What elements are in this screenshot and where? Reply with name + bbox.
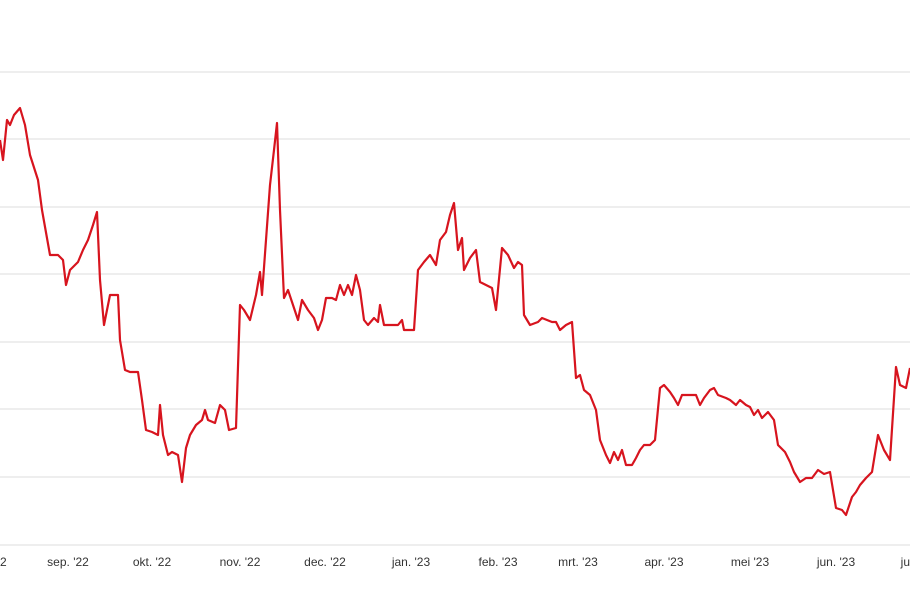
line [0, 106, 910, 517]
x-tick-label: dec. '22 [304, 555, 346, 569]
x-tick-label: okt. '22 [133, 555, 172, 569]
x-tick-label: nov. '22 [220, 555, 261, 569]
x-tick-label: jan. '23 [391, 555, 431, 569]
x-tick-label: 2 [0, 555, 7, 569]
x-tick-label: ju [900, 555, 910, 569]
x-tick-label: sep. '22 [47, 555, 89, 569]
x-tick-label: feb. '23 [479, 555, 518, 569]
x-tick-label: mrt. '23 [558, 555, 598, 569]
x-tick-label: mei '23 [731, 555, 770, 569]
x-tick-label: jun. '23 [816, 555, 856, 569]
x-tick-label: apr. '23 [645, 555, 684, 569]
